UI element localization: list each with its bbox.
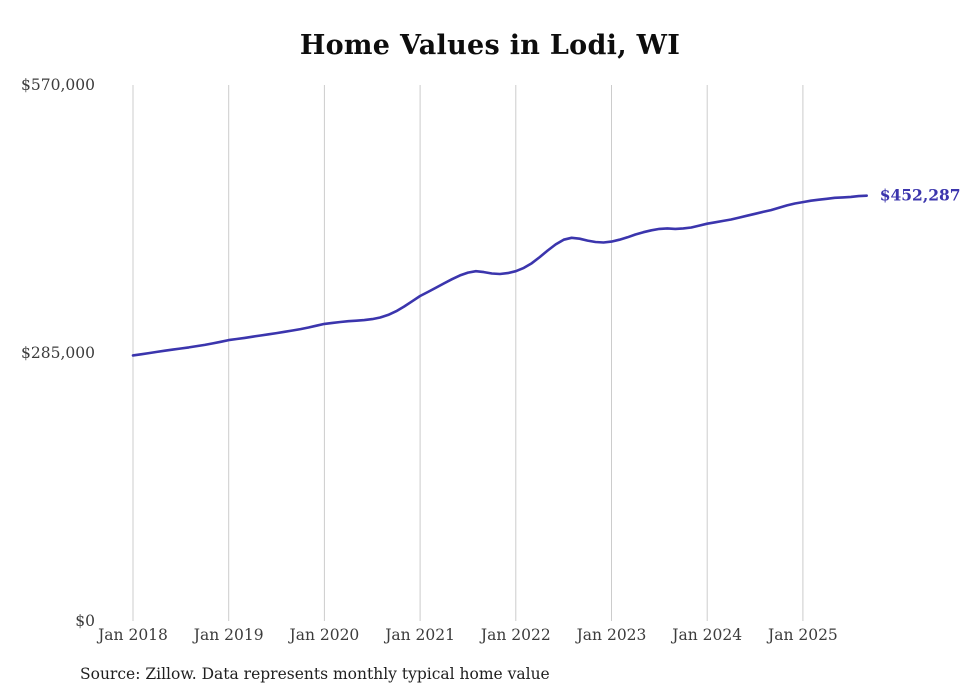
y-axis-label: $570,000: [21, 76, 95, 94]
x-axis-label: Jan 2019: [192, 626, 264, 644]
value-line: [131, 194, 868, 357]
x-axis-label: Jan 2020: [287, 626, 359, 644]
x-axis-label: Jan 2025: [766, 626, 838, 644]
x-axis-label: Jan 2018: [96, 626, 168, 644]
y-axis-label: $0: [75, 612, 95, 630]
x-axis-label: Jan 2021: [383, 626, 455, 644]
latest-value-label: $452,287: [880, 186, 961, 205]
chart-title: Home Values in Lodi, WI: [299, 30, 681, 61]
y-axis-label: $285,000: [21, 344, 95, 362]
x-axis-label: Jan 2022: [479, 626, 551, 644]
x-axis-label: Jan 2023: [575, 626, 647, 644]
source-note: Source: Zillow. Data represents monthly …: [80, 665, 550, 683]
x-axis-label: Jan 2024: [670, 626, 742, 644]
